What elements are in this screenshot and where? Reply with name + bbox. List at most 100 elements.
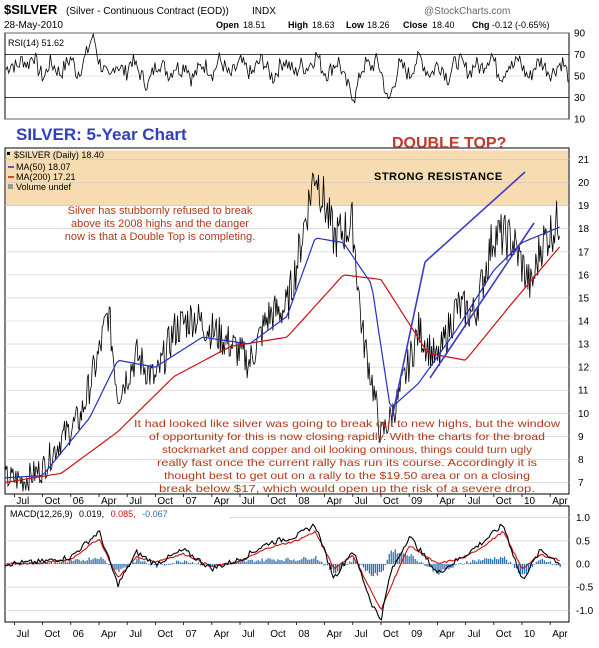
macd-tick-label: -1.0 <box>576 606 594 617</box>
macd-hist-bar <box>539 559 541 564</box>
macd-hist-bar <box>287 557 289 564</box>
macd-tick-label: 0.0 <box>576 560 590 571</box>
x-tick-label: Apr <box>101 629 117 640</box>
price-tick-label: 7 <box>578 478 584 489</box>
macd-hist-bar <box>189 562 192 564</box>
macd-hist-bar <box>251 559 253 564</box>
macd-hist-bar <box>545 562 547 564</box>
macd-hist-bar <box>358 564 361 567</box>
macd-x-axis: Jul Oct 06 Apr Jul Oct 07 Apr Jul Oct 08 Apr Jul Oct 0… <box>13 622 568 640</box>
macd-hist-bar <box>416 560 418 564</box>
x-tick-label: Jul <box>468 629 481 640</box>
macd-hist-bar <box>547 562 549 564</box>
date: 28-May-2010 <box>4 20 63 31</box>
x-tick-label: Jul <box>129 629 142 640</box>
macd-hist-bar <box>452 564 454 568</box>
rsi-tick-label: 90 <box>574 29 586 40</box>
macd-hist-bar <box>348 561 351 564</box>
macd-label-bg <box>6 508 230 519</box>
macd-hist-bar <box>502 558 504 564</box>
high-value: 18.63 <box>312 20 335 30</box>
macd-hist-bar <box>90 560 92 564</box>
macd-hist-bar <box>313 558 315 564</box>
trend-line-lower <box>429 222 535 379</box>
macd-hist-bar <box>390 550 392 564</box>
macd-hist-bar <box>557 564 559 566</box>
rsi-label-bg <box>6 37 90 48</box>
macd-hist-bar <box>305 557 307 564</box>
macd-hist-bar <box>315 556 317 564</box>
macd-hist-bar <box>400 551 402 564</box>
rsi-tick-label: 70 <box>574 50 586 61</box>
macd-line <box>4 523 560 621</box>
macd-hist-bar <box>448 564 450 570</box>
macd-hist-bar <box>26 562 29 564</box>
x-tick-label: Apr <box>214 496 230 507</box>
logo: @StockCharts.com <box>424 6 510 17</box>
open-label: Open <box>216 20 239 30</box>
macd-hist-bar <box>488 559 490 564</box>
rsi-tick-label: 30 <box>574 93 586 104</box>
macd-hist-bar <box>247 560 249 564</box>
macd-hist-bar <box>62 560 64 564</box>
macd-hist-bar <box>386 559 388 564</box>
signal-value: 0.085, <box>111 509 136 519</box>
macd-hist-bar <box>350 562 353 564</box>
macd-hist-bar <box>551 564 553 565</box>
price-y-axis: 7 8 9 10 11 12 13 14 15 16 17 18 19 20 21 <box>578 155 590 489</box>
macd-hist-bar <box>253 562 255 564</box>
macd-hist-bar <box>291 560 293 564</box>
macd-hist-bar <box>299 560 301 564</box>
macd-hist-bar <box>492 559 494 564</box>
macd-tick-label: 0.5 <box>576 536 590 547</box>
exchange: INDX <box>252 6 276 17</box>
macd-hist-bar <box>112 564 114 568</box>
macd-hist-bar <box>319 561 321 564</box>
price-tick-label: 20 <box>578 178 590 189</box>
macd-hist-bar <box>533 564 536 565</box>
macd-hist-bar <box>422 563 424 564</box>
macd-hist-bar <box>42 563 45 564</box>
macd-hist-bar <box>511 564 514 565</box>
macd-hist-bar <box>362 564 365 568</box>
macd-hist-bar <box>289 559 291 564</box>
legend-ma200: MA(200) 17.21 <box>16 172 76 182</box>
macd-hist-bar <box>382 564 384 571</box>
chart-header: $SILVER (Silver - Continuous Contract (E… <box>4 2 550 31</box>
trend-line-left <box>391 261 426 419</box>
macd-hist-bar <box>311 558 313 564</box>
macd-hist-bar <box>325 564 327 565</box>
macd-hist-bar <box>275 561 277 564</box>
macd-value: 0.019, <box>79 509 104 519</box>
macd-hist-bar <box>553 564 555 565</box>
macd-hist-bar <box>333 564 335 574</box>
macd-hist-bar <box>329 564 331 570</box>
macd-hist-bar <box>259 561 261 564</box>
macd-hist-bar <box>414 559 416 564</box>
x-tick-label: Oct <box>157 629 173 640</box>
x-tick-label: 06 <box>73 496 85 507</box>
macd-hist-bar <box>271 559 273 564</box>
x-tick-label: Oct <box>157 496 173 507</box>
macd-hist-bar <box>498 559 500 564</box>
x-tick-label: Oct <box>270 496 286 507</box>
macd-hist-bar <box>517 564 520 574</box>
macd-hist-bar <box>490 558 492 564</box>
x-tick-label: Apr <box>439 496 455 507</box>
macd-hist-bar <box>245 561 247 564</box>
macd-hist-bar <box>249 559 251 564</box>
macd-hist-bar <box>197 562 200 564</box>
macd-hist-bar <box>273 559 275 564</box>
macd-hist-bar <box>366 564 369 571</box>
x-tick-label: Oct <box>45 496 61 507</box>
macd-hist-bar <box>92 558 94 564</box>
macd-hist-bar <box>72 561 74 564</box>
macd-y-axis: 1.0 0.5 0.0 -0.5 -1.0 <box>576 513 594 617</box>
macd-hist-bar <box>162 564 164 565</box>
close-value: 18.40 <box>432 20 455 30</box>
macd-hist-bar <box>160 564 162 565</box>
price-panel: 7 8 9 10 11 12 13 14 15 16 17 18 19 20 21 SILVER: 5-Ye… <box>4 125 590 495</box>
macd-hist-bar <box>317 560 319 564</box>
macd-hist-bar <box>211 564 213 567</box>
x-tick-label: Apr <box>327 629 343 640</box>
